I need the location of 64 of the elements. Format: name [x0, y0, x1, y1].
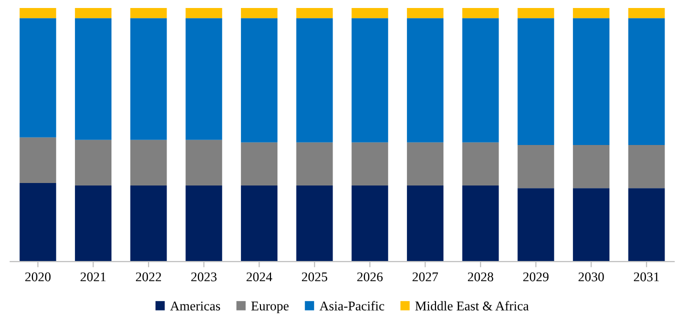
bar [186, 8, 222, 18]
x-tick-label: 2020 [25, 272, 51, 282]
bar [628, 188, 665, 262]
bar [462, 186, 499, 262]
bar [240, 186, 278, 262]
bar [130, 8, 167, 18]
bar [296, 186, 333, 262]
bar [20, 8, 56, 18]
bar [186, 140, 222, 186]
bar [352, 18, 388, 142]
bar [406, 8, 444, 18]
x-tick-label: 2024 [246, 272, 272, 282]
bar [628, 18, 665, 145]
x-tick-label: 2022 [136, 272, 162, 282]
x-tick-label: 2028 [468, 272, 494, 282]
bar [130, 140, 167, 186]
x-tick-label: 2027 [412, 272, 438, 282]
bar [74, 8, 112, 18]
bar [518, 18, 554, 145]
x-tick-label: 2025 [302, 272, 328, 282]
bar [406, 142, 444, 186]
legend-label: Americas [170, 302, 220, 310]
bar [186, 18, 222, 140]
x-tick-label: 2031 [634, 272, 659, 282]
x-tick-label: 2026 [357, 272, 383, 282]
x-tick-label: 2021 [80, 272, 106, 282]
bar [74, 186, 112, 262]
bar [20, 18, 56, 138]
bar [518, 188, 554, 262]
legend-label: Middle East & Africa [415, 301, 529, 310]
bar [240, 18, 278, 142]
bar [572, 8, 610, 18]
bar [130, 18, 167, 140]
bar [74, 140, 112, 186]
bar [296, 8, 333, 18]
bar [186, 186, 222, 262]
legend-label: Asia-Pacific [320, 301, 384, 310]
bar [296, 18, 333, 142]
bar [518, 144, 554, 188]
bar [462, 142, 499, 186]
bar [572, 188, 610, 262]
bar [518, 8, 554, 18]
bar [462, 18, 499, 142]
bar [130, 186, 167, 262]
bar [572, 18, 610, 145]
bar [20, 183, 56, 262]
bar [628, 8, 665, 18]
bar [352, 8, 388, 18]
x-tick-label: 2030 [578, 272, 604, 282]
bar [20, 137, 56, 183]
x-tick-label: 2023 [191, 272, 217, 282]
bar [240, 142, 278, 186]
bar [572, 144, 610, 188]
bar [352, 142, 388, 186]
bar [628, 144, 665, 188]
bar [74, 18, 112, 140]
bar [462, 8, 499, 18]
bar [296, 142, 333, 186]
x-tick-label: 2029 [523, 272, 549, 282]
bar [406, 186, 444, 262]
bar [240, 8, 278, 18]
legend-label: Europe [251, 302, 289, 314]
bar [406, 18, 444, 142]
bar [352, 186, 388, 262]
